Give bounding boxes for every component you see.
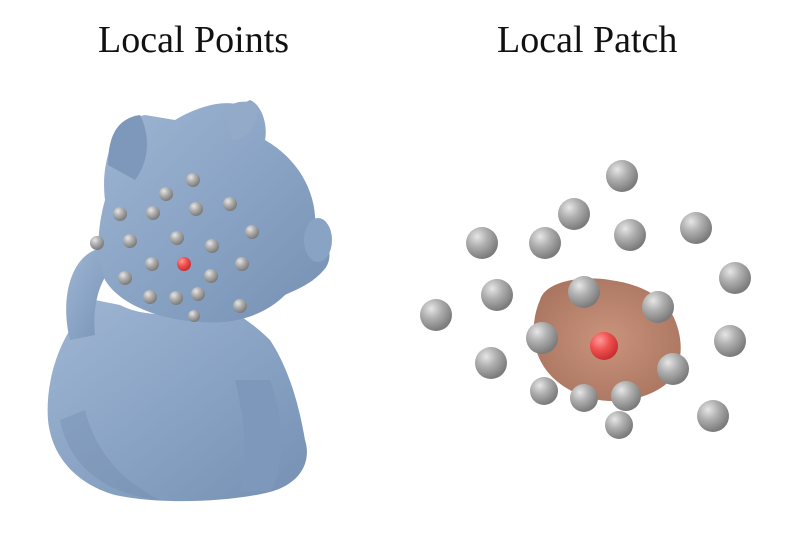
- patch-point: [568, 276, 600, 308]
- local-point: [223, 197, 237, 211]
- patch-point: [606, 160, 638, 192]
- local-point: [233, 299, 247, 313]
- local-point: [204, 269, 218, 283]
- local-point: [245, 225, 259, 239]
- cat-ear-left: [108, 115, 147, 180]
- local-point: [235, 257, 249, 271]
- patch-point: [570, 384, 598, 412]
- patch-point: [526, 322, 558, 354]
- local-point: [123, 234, 137, 248]
- local-point: [189, 202, 203, 216]
- patch-point: [466, 227, 498, 259]
- local-point: [90, 236, 104, 250]
- patch-point: [605, 411, 633, 439]
- local-point: [159, 187, 173, 201]
- patch-point: [530, 377, 558, 405]
- local-point: [143, 290, 157, 304]
- local-point: [145, 257, 159, 271]
- patch-point: [614, 219, 646, 251]
- patch-point: [680, 212, 712, 244]
- local-patch-group: [420, 160, 751, 439]
- cat-front-leg: [235, 380, 282, 492]
- local-point: [170, 231, 184, 245]
- patch-point: [475, 347, 507, 379]
- patch-point: [558, 198, 590, 230]
- patch-point: [697, 400, 729, 432]
- local-point: [205, 239, 219, 253]
- local-patch-title: Local Patch: [497, 19, 678, 61]
- patch-point: [719, 262, 751, 294]
- local-point: [169, 291, 183, 305]
- local-point: [191, 287, 205, 301]
- patch-point: [642, 291, 674, 323]
- cat-body: [47, 300, 307, 502]
- local-points-group: [90, 173, 259, 322]
- patch-point: [481, 279, 513, 311]
- patch-center-point: [590, 332, 618, 360]
- local-point: [146, 206, 160, 220]
- local-point: [118, 271, 132, 285]
- patch-point: [611, 381, 641, 411]
- cat-shadow: [60, 410, 160, 500]
- local-point: [188, 310, 200, 322]
- cat-snout: [304, 218, 332, 262]
- cat-mesh-model: [47, 100, 332, 502]
- patch-point: [714, 325, 746, 357]
- local-point: [186, 173, 200, 187]
- local-points-title: Local Points: [98, 19, 290, 61]
- patch-point: [529, 227, 561, 259]
- cat-tail: [66, 248, 115, 340]
- center-point: [177, 257, 191, 271]
- cat-ear-right: [225, 101, 258, 140]
- patch-point: [420, 299, 452, 331]
- local-point: [113, 207, 127, 221]
- patch-point: [657, 353, 689, 385]
